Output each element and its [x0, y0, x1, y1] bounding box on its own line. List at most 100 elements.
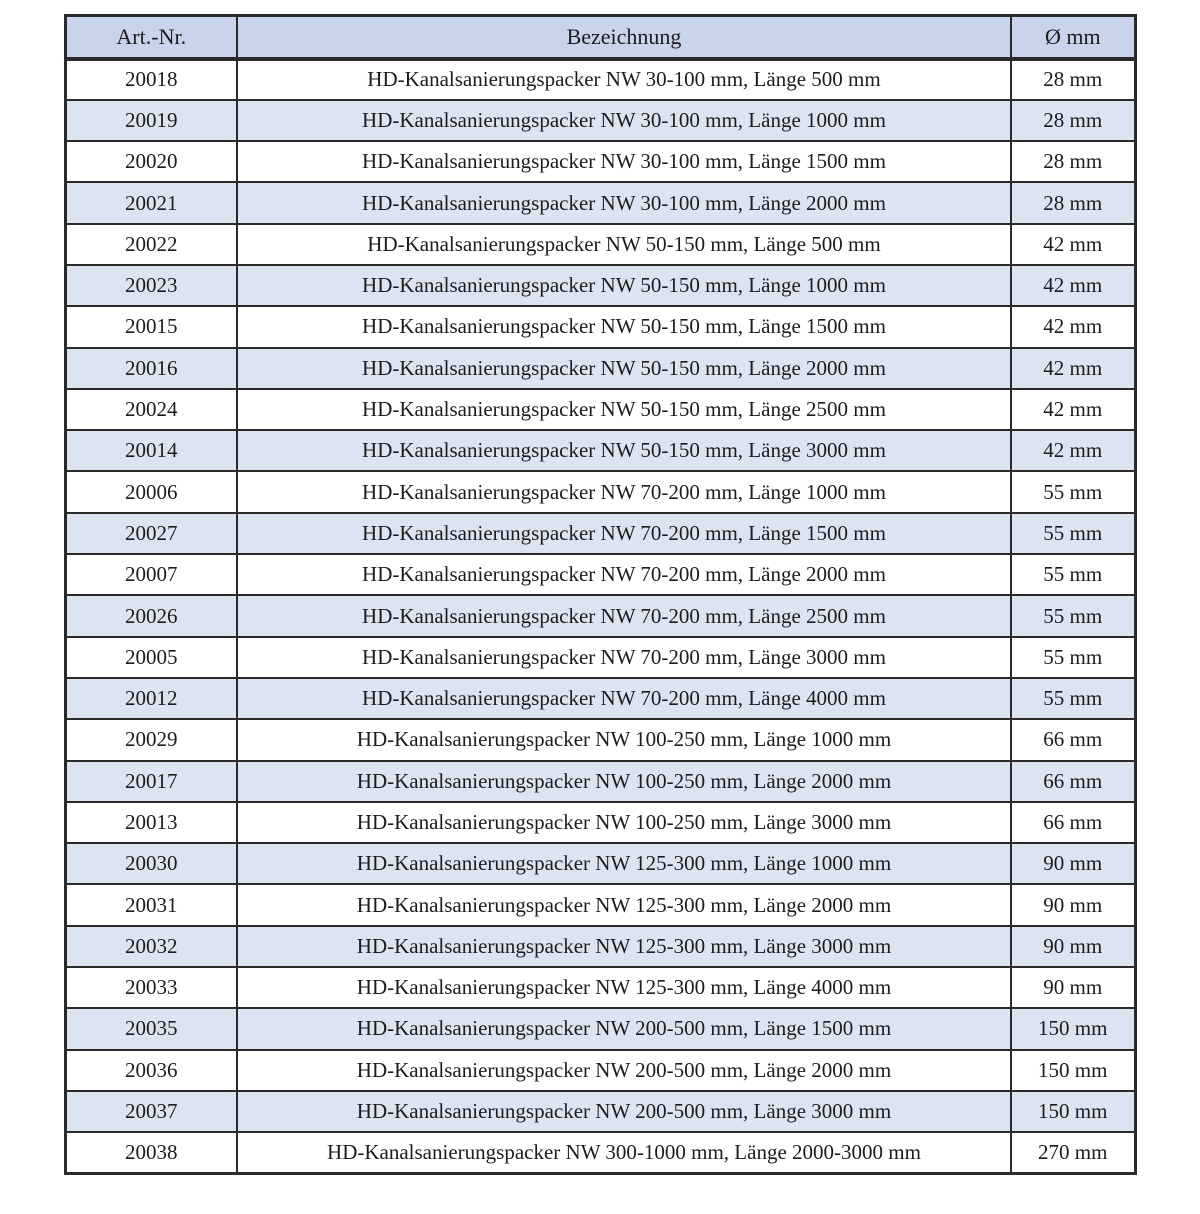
table-row: 20022 HD-Kanalsanierungspacker NW 50-150… — [64, 222, 1136, 266]
cell-bezeichnung: HD-Kanalsanierungspacker NW 300-1000 mm,… — [236, 1131, 1012, 1175]
table-row: 20024 HD-Kanalsanierungspacker NW 50-150… — [64, 387, 1136, 432]
cell-bezeichnung: HD-Kanalsanierungspacker NW 50-150 mm, L… — [236, 429, 1012, 473]
table-row: 20038 HD-Kanalsanierungspacker NW 300-10… — [64, 1131, 1136, 1175]
cell-bezeichnung: HD-Kanalsanierungspacker NW 200-500 mm, … — [236, 1007, 1012, 1051]
cell-art-nr: 20026 — [64, 594, 238, 638]
cell-art-nr: 20014 — [64, 429, 238, 473]
cell-art-nr: 20013 — [64, 800, 238, 845]
cell-bezeichnung: HD-Kanalsanierungspacker NW 70-200 mm, L… — [236, 511, 1012, 556]
cell-durchmesser: 42 mm — [1010, 305, 1136, 349]
cell-durchmesser: 28 mm — [1010, 57, 1136, 101]
cell-bezeichnung: HD-Kanalsanierungspacker NW 125-300 mm, … — [236, 883, 1012, 927]
header-bezeichnung: Bezeichnung — [236, 14, 1012, 61]
cell-bezeichnung: HD-Kanalsanierungspacker NW 50-150 mm, L… — [236, 305, 1012, 349]
table-row: 20017 HD-Kanalsanierungspacker NW 100-25… — [64, 759, 1136, 803]
cell-durchmesser: 42 mm — [1010, 346, 1136, 390]
table-row: 20029 HD-Kanalsanierungspacker NW 100-25… — [64, 718, 1136, 762]
cell-art-nr: 20017 — [64, 759, 238, 803]
cell-durchmesser: 66 mm — [1010, 718, 1136, 762]
cell-art-nr: 20012 — [64, 676, 238, 721]
table-row: 20021 HD-Kanalsanierungspacker NW 30-100… — [64, 181, 1136, 225]
cell-durchmesser: 42 mm — [1010, 222, 1136, 266]
table-row: 20035 HD-Kanalsanierungspacker NW 200-50… — [64, 1007, 1136, 1051]
cell-bezeichnung: HD-Kanalsanierungspacker NW 200-500 mm, … — [236, 1089, 1012, 1134]
cell-durchmesser: 55 mm — [1010, 553, 1136, 597]
cell-bezeichnung: HD-Kanalsanierungspacker NW 200-500 mm, … — [236, 1048, 1012, 1092]
cell-bezeichnung: HD-Kanalsanierungspacker NW 125-300 mm, … — [236, 842, 1012, 886]
cell-bezeichnung: HD-Kanalsanierungspacker NW 50-150 mm, L… — [236, 222, 1012, 266]
cell-art-nr: 20030 — [64, 842, 238, 886]
table-row: 20019 HD-Kanalsanierungspacker NW 30-100… — [64, 98, 1136, 143]
cell-bezeichnung: HD-Kanalsanierungspacker NW 125-300 mm, … — [236, 924, 1012, 969]
cell-art-nr: 20027 — [64, 511, 238, 556]
table-row: 20013 HD-Kanalsanierungspacker NW 100-25… — [64, 800, 1136, 845]
cell-durchmesser: 42 mm — [1010, 263, 1136, 308]
table-row: 20007 HD-Kanalsanierungspacker NW 70-200… — [64, 553, 1136, 597]
cell-durchmesser: 55 mm — [1010, 511, 1136, 556]
cell-art-nr: 20037 — [64, 1089, 238, 1134]
cell-durchmesser: 55 mm — [1010, 635, 1136, 679]
table-row: 20027 HD-Kanalsanierungspacker NW 70-200… — [64, 511, 1136, 556]
cell-durchmesser: 270 mm — [1010, 1131, 1136, 1175]
cell-art-nr: 20024 — [64, 387, 238, 432]
cell-durchmesser: 42 mm — [1010, 387, 1136, 432]
cell-bezeichnung: HD-Kanalsanierungspacker NW 50-150 mm, L… — [236, 263, 1012, 308]
cell-durchmesser: 90 mm — [1010, 842, 1136, 886]
cell-durchmesser: 66 mm — [1010, 759, 1136, 803]
cell-art-nr: 20036 — [64, 1048, 238, 1092]
cell-bezeichnung: HD-Kanalsanierungspacker NW 50-150 mm, L… — [236, 387, 1012, 432]
cell-bezeichnung: HD-Kanalsanierungspacker NW 30-100 mm, L… — [236, 57, 1012, 101]
cell-art-nr: 20007 — [64, 553, 238, 597]
table-row: 20023 HD-Kanalsanierungspacker NW 50-150… — [64, 263, 1136, 308]
cell-durchmesser: 28 mm — [1010, 98, 1136, 143]
cell-bezeichnung: HD-Kanalsanierungspacker NW 70-200 mm, L… — [236, 553, 1012, 597]
cell-bezeichnung: HD-Kanalsanierungspacker NW 30-100 mm, L… — [236, 140, 1012, 184]
cell-durchmesser: 90 mm — [1010, 924, 1136, 969]
cell-durchmesser: 66 mm — [1010, 800, 1136, 845]
table-header: Art.-Nr. Bezeichnung Ø mm — [64, 14, 1136, 61]
table-row: 20037 HD-Kanalsanierungspacker NW 200-50… — [64, 1089, 1136, 1134]
cell-bezeichnung: HD-Kanalsanierungspacker NW 50-150 mm, L… — [236, 346, 1012, 390]
cell-art-nr: 20021 — [64, 181, 238, 225]
table-row: 20030 HD-Kanalsanierungspacker NW 125-30… — [64, 842, 1136, 886]
cell-durchmesser: 28 mm — [1010, 181, 1136, 225]
cell-bezeichnung: HD-Kanalsanierungspacker NW 30-100 mm, L… — [236, 98, 1012, 143]
cell-durchmesser: 42 mm — [1010, 429, 1136, 473]
cell-art-nr: 20016 — [64, 346, 238, 390]
table-body: 20018 HD-Kanalsanierungspacker NW 30-100… — [64, 57, 1136, 1175]
cell-durchmesser: 90 mm — [1010, 883, 1136, 927]
cell-bezeichnung: HD-Kanalsanierungspacker NW 70-200 mm, L… — [236, 635, 1012, 679]
cell-art-nr: 20005 — [64, 635, 238, 679]
header-art-nr: Art.-Nr. — [64, 14, 238, 61]
cell-art-nr: 20035 — [64, 1007, 238, 1051]
cell-bezeichnung: HD-Kanalsanierungspacker NW 100-250 mm, … — [236, 718, 1012, 762]
table-row: 20016 HD-Kanalsanierungspacker NW 50-150… — [64, 346, 1136, 390]
cell-art-nr: 20018 — [64, 57, 238, 101]
cell-bezeichnung: HD-Kanalsanierungspacker NW 125-300 mm, … — [236, 966, 1012, 1010]
cell-durchmesser: 150 mm — [1010, 1089, 1136, 1134]
table-row: 20020 HD-Kanalsanierungspacker NW 30-100… — [64, 140, 1136, 184]
product-table: Art.-Nr. Bezeichnung Ø mm 20018 HD-Kanal… — [63, 14, 1137, 1176]
cell-art-nr: 20038 — [64, 1131, 238, 1175]
table-row: 20012 HD-Kanalsanierungspacker NW 70-200… — [64, 676, 1136, 721]
cell-art-nr: 20006 — [64, 470, 238, 514]
table-row: 20006 HD-Kanalsanierungspacker NW 70-200… — [64, 470, 1136, 514]
header-row: Art.-Nr. Bezeichnung Ø mm — [64, 14, 1136, 61]
cell-art-nr: 20015 — [64, 305, 238, 349]
cell-art-nr: 20022 — [64, 222, 238, 266]
cell-bezeichnung: HD-Kanalsanierungspacker NW 70-200 mm, L… — [236, 676, 1012, 721]
table-row: 20033 HD-Kanalsanierungspacker NW 125-30… — [64, 966, 1136, 1010]
table-row: 20018 HD-Kanalsanierungspacker NW 30-100… — [64, 57, 1136, 101]
cell-art-nr: 20033 — [64, 966, 238, 1010]
cell-bezeichnung: HD-Kanalsanierungspacker NW 30-100 mm, L… — [236, 181, 1012, 225]
cell-durchmesser: 28 mm — [1010, 140, 1136, 184]
cell-bezeichnung: HD-Kanalsanierungspacker NW 100-250 mm, … — [236, 759, 1012, 803]
cell-art-nr: 20019 — [64, 98, 238, 143]
table-row: 20014 HD-Kanalsanierungspacker NW 50-150… — [64, 429, 1136, 473]
table-row: 20032 HD-Kanalsanierungspacker NW 125-30… — [64, 924, 1136, 969]
cell-bezeichnung: HD-Kanalsanierungspacker NW 70-200 mm, L… — [236, 470, 1012, 514]
cell-art-nr: 20029 — [64, 718, 238, 762]
cell-durchmesser: 55 mm — [1010, 594, 1136, 638]
cell-bezeichnung: HD-Kanalsanierungspacker NW 100-250 mm, … — [236, 800, 1012, 845]
table-row: 20036 HD-Kanalsanierungspacker NW 200-50… — [64, 1048, 1136, 1092]
